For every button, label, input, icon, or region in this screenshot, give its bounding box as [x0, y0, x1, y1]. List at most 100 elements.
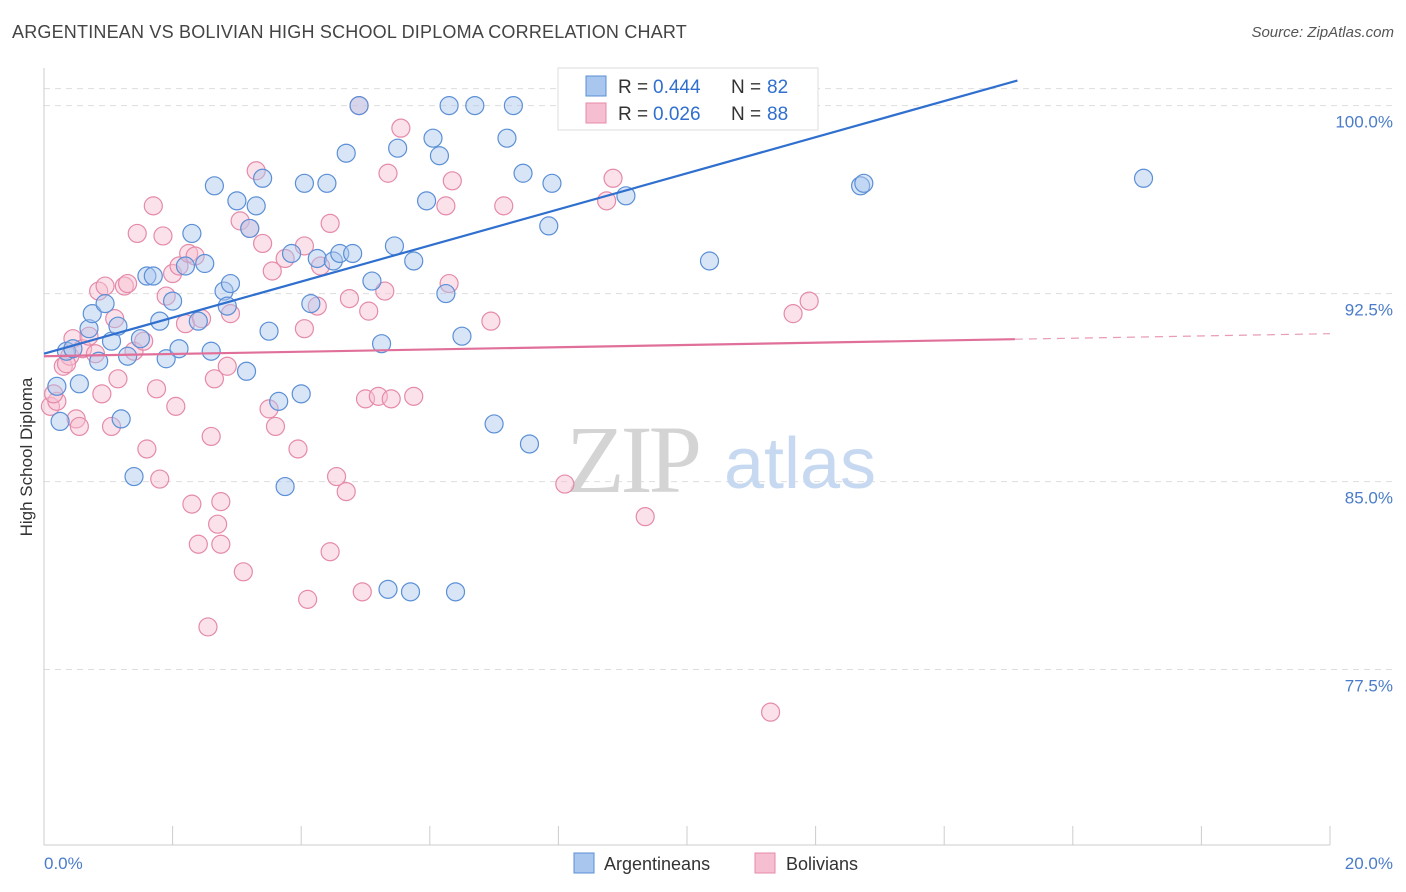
argentineans-point	[378, 579, 398, 599]
argentineans-point	[117, 346, 138, 366]
bolivians-point	[494, 196, 514, 216]
argentineans-point	[291, 384, 311, 404]
bottom-legend-swatch-argentineans	[573, 852, 595, 874]
bolivians-trend-line-solid	[43, 338, 1015, 358]
argentineans-point	[519, 434, 540, 454]
argentineans-point	[452, 326, 472, 346]
bolivians-point	[146, 379, 167, 399]
bolivians-point	[69, 416, 89, 437]
argentineans-point	[175, 256, 196, 276]
argentineans-point	[301, 294, 321, 314]
bolivians-point	[436, 196, 456, 216]
argentineans-point	[195, 253, 215, 274]
bolivians-point	[603, 168, 623, 188]
argentineans-point	[130, 329, 151, 349]
argentineans-point	[404, 251, 424, 271]
bolivians-point	[208, 514, 228, 534]
trend-lines	[43, 79, 1331, 358]
argentineans-point	[253, 168, 273, 188]
bolivians-point	[381, 389, 401, 409]
bolivians-point	[294, 319, 315, 339]
bolivians-point	[143, 196, 163, 216]
argentineans-point	[79, 319, 99, 339]
argentineans-point	[343, 243, 363, 264]
bolivians-point	[288, 439, 308, 459]
argentineans-point	[294, 173, 315, 193]
chart-title: ARGENTINEAN VS BOLIVIAN HIGH SCHOOL DIPL…	[12, 22, 687, 42]
bolivians-point	[375, 281, 395, 301]
bolivians-point	[217, 356, 237, 376]
legend-stats: R = 0.444 N = 82 R = 0.026 N = 88	[557, 67, 819, 131]
axes	[43, 68, 1331, 846]
argentineans-point	[400, 582, 421, 602]
bolivians-point	[182, 494, 202, 514]
source-credit: Source: ZipAtlas.com	[1251, 24, 1394, 41]
bolivians-point	[211, 534, 231, 554]
bolivians-trend-line-dashed	[1014, 333, 1331, 340]
y-tick-label: 100.0%	[1335, 113, 1393, 132]
bolivians-point	[799, 291, 819, 311]
bolivians-point	[391, 118, 411, 138]
watermark-zip: ZIP	[566, 406, 699, 513]
bolivians-point	[275, 248, 295, 269]
argentineans-point	[275, 476, 295, 497]
argentineans-point	[445, 582, 466, 602]
legend-r-value-bolivians: 0.026	[653, 104, 701, 125]
argentineans-point	[124, 466, 144, 487]
bolivians-point	[117, 273, 138, 294]
legend-n-label-argentineans: N =	[731, 77, 761, 98]
bolivians-point	[339, 288, 360, 309]
argentineans-point	[188, 311, 208, 331]
bolivians-point	[253, 233, 273, 254]
argentineans-point	[182, 223, 202, 244]
bolivians-point	[211, 492, 231, 512]
argentineans-point	[269, 391, 289, 411]
bolivians-point	[783, 304, 803, 324]
legend-series: Argentineans Bolivians	[573, 852, 858, 874]
argentineans-point	[246, 196, 266, 216]
legend-n-value-argentineans: 82	[767, 77, 788, 98]
argentineans-point	[143, 266, 163, 286]
bolivians-point	[166, 396, 186, 416]
argentineans-point	[484, 414, 504, 434]
bolivians-point	[114, 276, 134, 296]
argentineans-point	[371, 334, 392, 354]
tick-labels: 77.5% 85.0% 92.5% 100.0% 0.0% 20.0%	[44, 113, 1393, 873]
watermark-atlas: atlas	[724, 424, 876, 504]
legend-n-value-bolivians: 88	[767, 104, 788, 125]
argentineans-point	[497, 128, 517, 148]
argentineans-point	[82, 304, 102, 324]
argentineans-point	[111, 409, 131, 429]
bolivians-point	[63, 329, 83, 349]
argentineans-point	[465, 95, 485, 116]
bolivians-point	[233, 562, 253, 582]
argentineans-points	[47, 95, 1154, 602]
argentineans-point	[47, 376, 67, 396]
bolivians-point	[108, 369, 128, 389]
argentineans-point	[307, 248, 327, 269]
legend-r-value-argentineans: 0.444	[653, 77, 701, 98]
legend-r-label-argentineans: R =	[618, 77, 648, 98]
argentineans-point	[439, 95, 459, 116]
argentineans-point	[214, 281, 234, 301]
watermark: ZIP atlas	[566, 406, 876, 513]
bolivians-point	[404, 386, 424, 406]
bolivians-point	[320, 542, 340, 562]
bolivians-point	[204, 369, 224, 389]
bolivians-point	[153, 226, 173, 246]
argentineans-point	[89, 351, 109, 371]
argentineans-point	[539, 216, 559, 236]
argentineans-point	[220, 273, 241, 294]
argentineans-point	[513, 163, 533, 183]
y-axis-label: High School Diploma	[17, 377, 36, 536]
bolivians-point	[230, 211, 250, 231]
argentineans-point	[416, 191, 437, 211]
x-tick-label: 0.0%	[44, 854, 83, 873]
bolivians-point	[156, 286, 176, 306]
y-tick-label: 92.5%	[1345, 301, 1393, 320]
x-tick-label: 20.0%	[1345, 854, 1393, 873]
argentineans-point	[854, 173, 874, 193]
argentineans-point	[50, 411, 70, 432]
bolivians-point	[326, 466, 347, 487]
bolivians-point	[198, 617, 218, 637]
